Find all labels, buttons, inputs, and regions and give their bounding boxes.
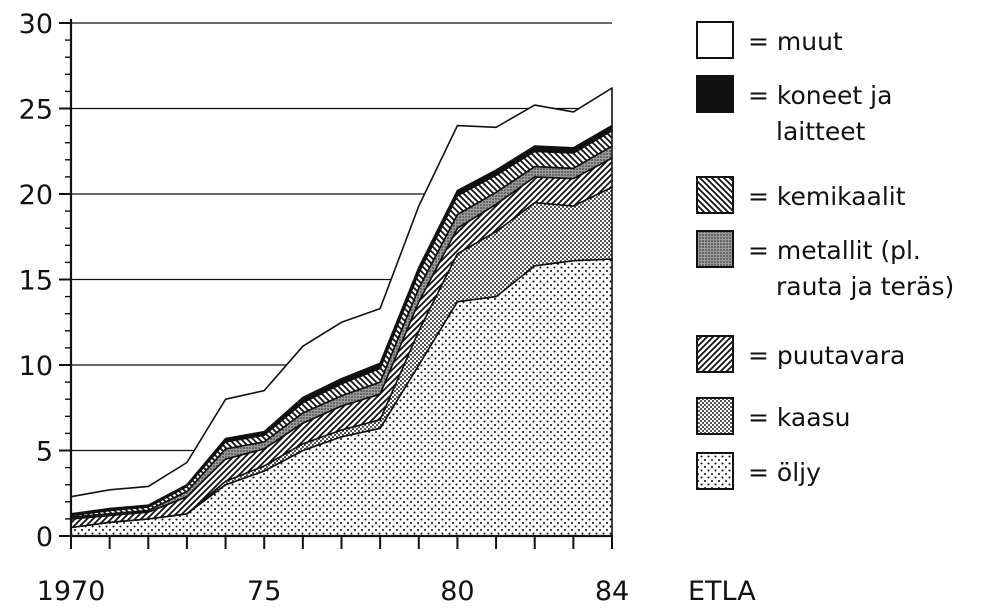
legend-swatch-6 [696,452,734,490]
x-tick-label-1970: 1970 [37,576,106,607]
source-label: ETLA [688,576,756,607]
y-tick-label-25: 25 [19,95,53,126]
legend-swatch-1 [696,75,734,113]
legend-label-3-line-0: = metallit (pl. [748,236,921,265]
legend-label-5-line-0: = kaasu [748,403,850,432]
x-tick-label-75: 75 [247,576,281,607]
legend-label-0-line-0: = muut [748,27,843,56]
legend-label-6-line-0: = öljy [748,458,821,487]
legend-label-2-line-0: = kemikaalit [748,182,906,211]
legend-label-1-line-0: = koneet ja [748,81,892,110]
y-axis-tick-labels: 0 5 10 15 20 25 30 [19,9,53,553]
y-tick-label-10: 10 [19,351,53,382]
legend: = muut = koneet ja laitteet = kemikaalit = m… [696,21,954,490]
legend-swatch-5 [696,397,734,435]
x-tick-label-84: 84 [595,576,629,607]
area-series [70,87,613,537]
y-tick-label-15: 15 [19,266,53,297]
x-tick-label-80: 80 [440,576,474,607]
legend-swatch-3 [696,230,734,268]
axes [59,19,613,549]
legend-swatch-0 [696,21,734,59]
legend-label-4-line-0: = puutavara [748,341,905,370]
legend-swatch-2 [696,176,734,214]
y-tick-label-0: 0 [36,522,53,553]
y-tick-label-5: 5 [36,437,53,468]
legend-label-1-line-1: laitteet [776,117,866,146]
legend-label-3-line-1: rauta ja teräs) [776,272,954,301]
y-tick-label-20: 20 [19,180,53,211]
x-axis-tick-labels: 1970 75 80 84 [37,576,630,607]
y-tick-label-30: 30 [19,9,53,40]
legend-swatch-4 [696,335,734,373]
area-series-muut [70,87,613,515]
